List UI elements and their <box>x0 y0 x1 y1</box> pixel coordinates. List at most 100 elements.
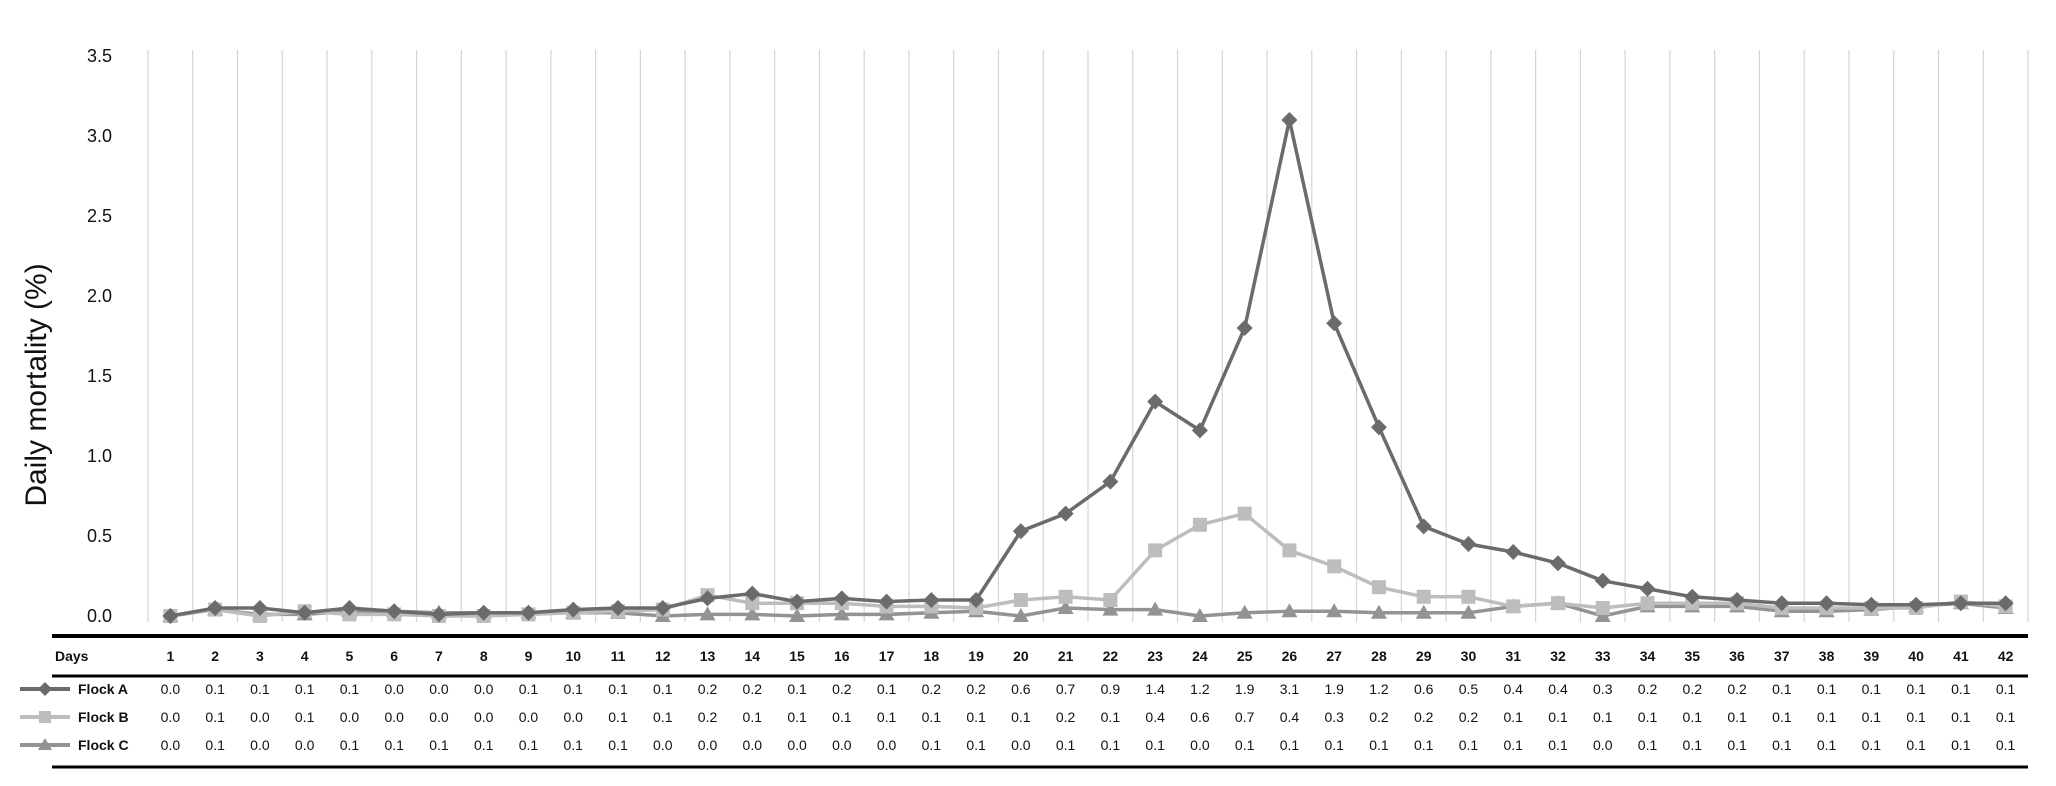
table-cell: 0.0 <box>474 681 494 697</box>
data-point <box>1684 588 1701 605</box>
data-point <box>1102 473 1119 490</box>
table-cell: 0.1 <box>1683 709 1703 725</box>
x-tick-label: 40 <box>1908 648 1924 664</box>
table-cell: 0.1 <box>1817 681 1837 697</box>
table-cell: 0.1 <box>743 709 763 725</box>
data-point <box>1370 604 1387 619</box>
table-cell: 0.2 <box>1683 681 1703 697</box>
data-point <box>1506 599 1521 614</box>
table-cell: 0.1 <box>1369 737 1389 753</box>
x-tick-label: 17 <box>879 648 895 664</box>
x-tick-label: 7 <box>435 648 443 664</box>
x-tick-label: 14 <box>744 648 760 664</box>
table-cell: 0.1 <box>966 709 986 725</box>
table-cell: 0.1 <box>608 709 628 725</box>
data-point <box>1102 601 1119 616</box>
data-point <box>1639 580 1656 597</box>
table-cell: 0.1 <box>1906 681 1926 697</box>
data-point <box>1505 544 1522 560</box>
table-cell: 0.2 <box>1056 709 1076 725</box>
table-cell: 0.1 <box>519 681 539 697</box>
table-cell: 0.0 <box>295 737 315 753</box>
legend-label: Flock B <box>78 709 129 725</box>
table-cell: 0.2 <box>832 681 852 697</box>
data-point <box>520 604 537 621</box>
table-cell: 0.1 <box>832 709 852 725</box>
y-tick-label: 0.0 <box>87 606 112 626</box>
data-point <box>296 604 313 621</box>
data-point <box>1147 601 1164 616</box>
y-tick-label: 1.0 <box>87 446 112 466</box>
data-point <box>1370 419 1387 436</box>
x-tick-label: 4 <box>301 648 309 664</box>
x-tick-label: 41 <box>1953 648 1969 664</box>
data-point <box>699 590 716 607</box>
x-tick-label: 9 <box>525 648 533 664</box>
table-cell: 0.1 <box>564 737 584 753</box>
table-cell: 0.1 <box>653 709 673 725</box>
data-point <box>610 600 626 616</box>
data-point <box>1147 393 1164 410</box>
x-tick-label: 24 <box>1192 648 1208 664</box>
table-cell: 0.1 <box>205 709 225 725</box>
table-cell: 0.1 <box>205 737 225 753</box>
table-cell: 0.1 <box>1951 681 1971 697</box>
data-point <box>833 590 850 607</box>
table-cell: 0.0 <box>832 737 852 753</box>
table-cell: 0.1 <box>653 681 673 697</box>
table-cell: 0.7 <box>1056 681 1076 697</box>
data-point <box>1416 589 1431 604</box>
table-cell: 0.1 <box>1862 681 1882 697</box>
table-cell: 0.1 <box>1996 709 2016 725</box>
y-axis: 0.0 0.5 1.0 1.5 2.0 2.5 3.0 3.5 <box>87 46 112 626</box>
data-point <box>1012 523 1029 540</box>
table-cell: 0.1 <box>1548 737 1568 753</box>
y-axis-title: Daily mortality (%) <box>20 263 53 506</box>
table-cell: 0.1 <box>1593 709 1613 725</box>
x-tick-label: 8 <box>480 648 488 664</box>
data-point <box>1952 595 1969 612</box>
data-point <box>162 608 179 624</box>
data-point <box>1327 559 1342 574</box>
table-cell: 0.0 <box>429 709 449 725</box>
table-cell: 0.1 <box>250 681 270 697</box>
x-tick-label: 22 <box>1103 648 1119 664</box>
data-point <box>565 601 582 618</box>
table-cell: 0.1 <box>608 737 628 753</box>
table-cell: 0.0 <box>384 681 404 697</box>
table-cell: 0.1 <box>205 681 225 697</box>
table-cell: 0.3 <box>1593 681 1613 697</box>
data-point <box>1191 422 1208 439</box>
table-cell: 0.1 <box>1504 709 1524 725</box>
table-cell: 0.2 <box>1414 709 1434 725</box>
x-tick-label: 27 <box>1326 648 1342 664</box>
table-cell: 0.1 <box>1101 737 1121 753</box>
data-point <box>1236 320 1253 336</box>
table-cell: 0.1 <box>1727 737 1747 753</box>
table-cell: 0.1 <box>1414 737 1434 753</box>
data-point <box>1773 595 1790 612</box>
data-point <box>1148 543 1163 558</box>
table-cell: 0.2 <box>966 681 986 697</box>
data-point <box>1012 608 1029 622</box>
data-point <box>1551 596 1565 611</box>
data-point <box>1595 601 1610 615</box>
table-cell: 0.0 <box>1011 737 1031 753</box>
table-cell: 0.1 <box>922 737 942 753</box>
table-cell: 0.0 <box>877 737 897 753</box>
table-cell: 0.9 <box>1101 681 1121 697</box>
y-tick-label: 1.5 <box>87 366 112 386</box>
data-point <box>1058 589 1073 604</box>
data-point <box>878 593 895 610</box>
table-cell: 0.1 <box>1011 709 1031 725</box>
table-cell: 0.3 <box>1324 709 1344 725</box>
table-cell: 0.1 <box>1996 681 2016 697</box>
table-cell: 0.1 <box>1056 737 1076 753</box>
table-cell: 0.0 <box>250 737 270 753</box>
x-tick-label: 25 <box>1237 648 1253 664</box>
table-cell: 0.1 <box>787 709 807 725</box>
x-tick-label: 20 <box>1013 648 1029 664</box>
data-point <box>1326 603 1343 618</box>
data-point <box>1057 600 1074 614</box>
table-cell: 0.0 <box>698 737 718 753</box>
